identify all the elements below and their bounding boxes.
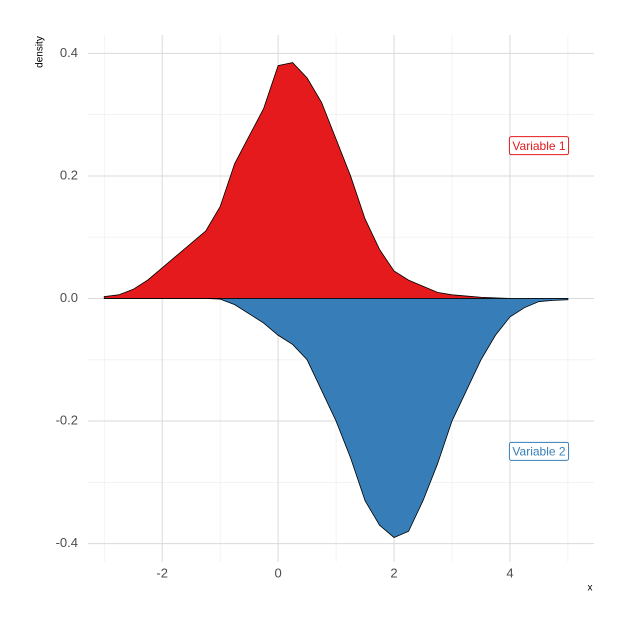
- area: [104, 298, 569, 538]
- area: [103, 62, 568, 299]
- x-tick-label: 2: [390, 565, 397, 580]
- label-box: [508, 136, 570, 156]
- x-tick-label: -2: [156, 565, 168, 580]
- x-axis-title: x: [588, 583, 593, 594]
- x-tick-label: 0: [274, 565, 281, 580]
- y-tick-label: 0.2: [60, 167, 78, 182]
- label-box: [508, 441, 570, 461]
- y-tick-label: 0.0: [60, 290, 78, 305]
- y-tick-label: -0.2: [56, 412, 78, 427]
- y-tick-label: -0.4: [56, 535, 78, 550]
- y-axis-title: density: [35, 36, 46, 68]
- series-label: Variable 1: [508, 136, 570, 156]
- label-text: Variable 2: [512, 445, 565, 459]
- x-tick-label: 4: [506, 565, 513, 580]
- series-label: Variable 2: [508, 441, 570, 461]
- label-text: Variable 1: [512, 139, 565, 153]
- y-tick-label: 0.4: [60, 45, 78, 60]
